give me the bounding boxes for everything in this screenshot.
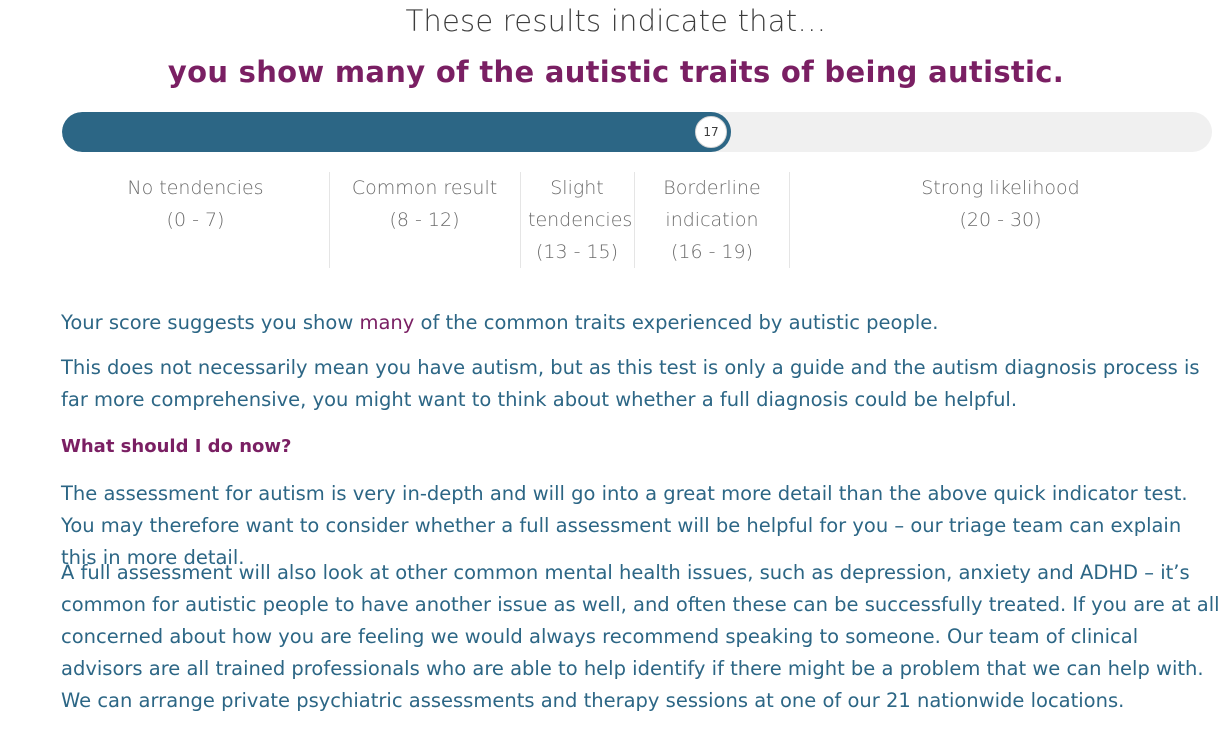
score-bar-fill [62,112,731,152]
range-values: (8 - 12) [389,209,460,231]
range-values: (0 - 7) [166,209,225,231]
range-label: No tendencies [127,177,264,199]
score-ranges: No tendencies (0 - 7) Common result (8 -… [62,172,1212,268]
diagnosis-note: This does not necessarily mean you have … [61,356,1200,411]
full-assessment-info: A full assessment will also look at othe… [61,561,1220,712]
range-values: (20 - 30) [959,209,1042,231]
range-label: Strong likelihood [921,177,1080,199]
score-indicator: 17 [695,116,727,148]
summary-text-end: of the common traits experienced by auti… [414,311,939,334]
range-label: Common result [351,177,498,199]
range-strong-likelihood: Strong likelihood (20 - 30) [789,172,1212,268]
score-summary: Your score suggests you show many of the… [61,307,1211,339]
results-verdict: you show many of the autistic traits of … [167,55,1065,89]
range-common-result: Common result (8 - 12) [329,172,521,268]
range-borderline-indication: Borderline indication (16 - 19) [635,172,790,268]
range-slight-tendencies: Slight tendencies (13 - 15) [520,172,635,268]
next-steps-heading: What should I do now? [61,436,292,457]
assessment-info: The assessment for autism is very in-dep… [61,482,1188,569]
range-label: Borderline indication [663,177,761,231]
score-bar-track [62,112,1212,152]
range-values: (13 - 15) [535,241,619,263]
results-title: These results indicate that… [405,4,827,38]
range-no-tendencies: No tendencies (0 - 7) [62,172,330,268]
summary-highlight: many [359,311,415,334]
range-label: Slight tendencies [528,177,633,231]
range-values: (16 - 19) [670,241,754,263]
summary-text-start: Your score suggests you show [61,311,360,334]
